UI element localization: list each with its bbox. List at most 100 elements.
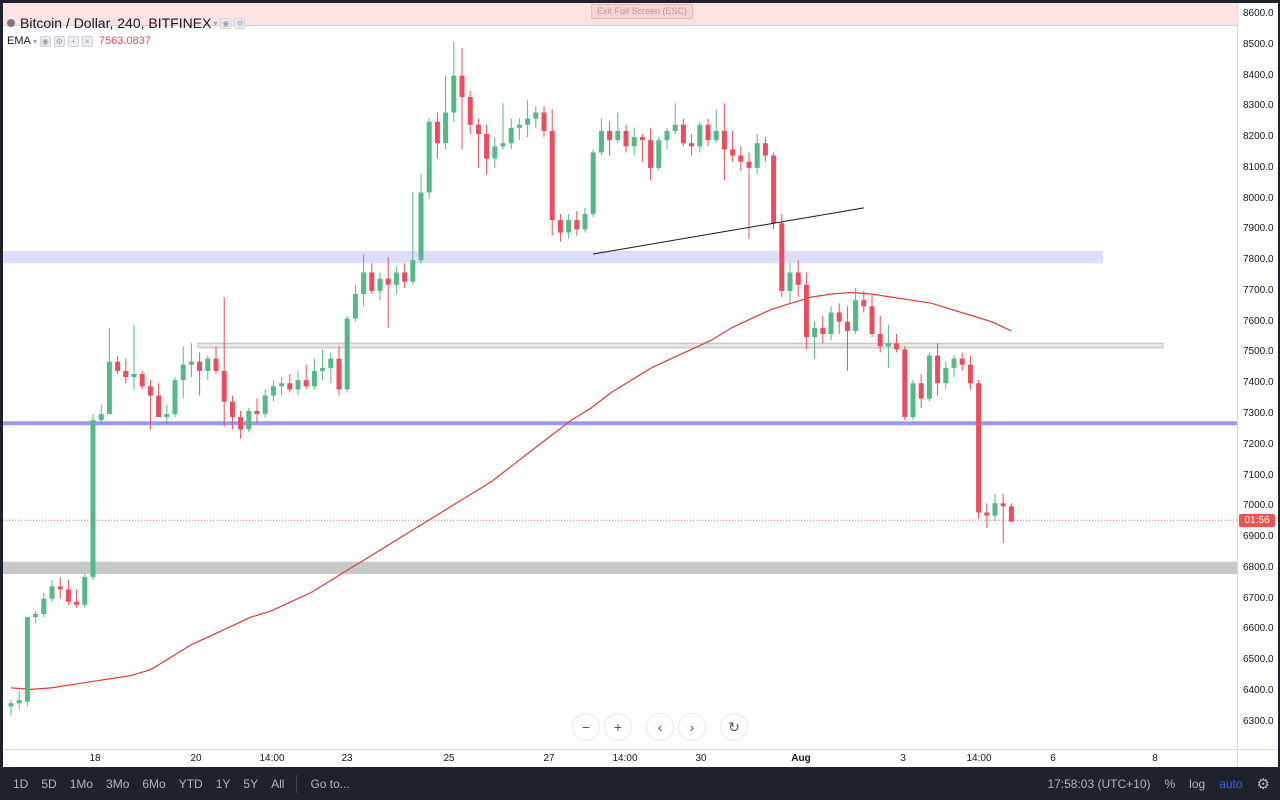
close-icon[interactable]: × bbox=[81, 35, 93, 47]
support-zone bbox=[197, 342, 1164, 349]
candle-body bbox=[41, 598, 47, 615]
range-button-all[interactable]: All bbox=[271, 776, 285, 791]
log-scale-toggle[interactable]: log bbox=[1189, 776, 1206, 791]
candle-body bbox=[902, 349, 908, 418]
candle bbox=[631, 127, 637, 156]
candle bbox=[164, 404, 170, 424]
price-axis[interactable]: 8600.0 8500.0 8400.0 8300.0 8200.0 8100.0 8000… bbox=[1237, 3, 1278, 749]
support-zone bbox=[3, 250, 1103, 264]
indicator-value: 7563.0837 bbox=[98, 35, 151, 47]
candle bbox=[738, 146, 744, 171]
candle-body bbox=[516, 124, 522, 128]
price-tick-label: 6700.0 bbox=[1243, 592, 1274, 604]
candle-body bbox=[664, 130, 670, 141]
candle bbox=[484, 124, 490, 175]
candle bbox=[344, 315, 350, 393]
price-tick-label: 7100.0 bbox=[1243, 469, 1274, 481]
candle-body bbox=[894, 343, 900, 350]
candle-body bbox=[926, 355, 932, 399]
candle-body bbox=[779, 223, 785, 291]
candle-body bbox=[311, 370, 317, 387]
reset-chart-button[interactable]: ↻ bbox=[721, 714, 747, 740]
candle-body bbox=[147, 386, 153, 396]
time-tick-label: 30 bbox=[695, 753, 707, 764]
range-button-1y[interactable]: 1Y bbox=[215, 776, 231, 791]
price-tick-label: 8100.0 bbox=[1243, 161, 1274, 173]
candle-body bbox=[918, 383, 924, 399]
price-tick-label: 8400.0 bbox=[1243, 69, 1274, 81]
candle-body bbox=[115, 361, 121, 371]
range-button-ytd[interactable]: YTD bbox=[178, 776, 203, 791]
range-button-3mo[interactable]: 3Mo bbox=[106, 776, 130, 791]
candle bbox=[492, 137, 498, 168]
candle-body bbox=[156, 395, 162, 418]
settings-icon[interactable]: ⚙ bbox=[234, 17, 246, 29]
scroll-right-button[interactable]: › bbox=[679, 714, 705, 740]
eye-icon[interactable]: ◉ bbox=[220, 17, 232, 29]
candle-body bbox=[74, 601, 80, 605]
candle-body bbox=[205, 358, 211, 371]
candle bbox=[623, 124, 629, 153]
candle-body bbox=[853, 300, 859, 331]
candle bbox=[443, 75, 449, 150]
candle bbox=[213, 346, 219, 375]
clock-timezone[interactable]: 17:58:03 (UTC+10) bbox=[1047, 776, 1151, 791]
eye-icon[interactable]: ◉ bbox=[39, 35, 51, 47]
candle bbox=[869, 294, 875, 338]
candle-body bbox=[803, 284, 809, 338]
price-tick-label: 6900.0 bbox=[1243, 531, 1274, 543]
candle bbox=[180, 346, 186, 399]
price-tick-label: 6300.0 bbox=[1243, 715, 1274, 727]
candle bbox=[82, 574, 88, 608]
chevron-down-icon[interactable]: ▾ bbox=[213, 18, 218, 28]
exit-fullscreen-button[interactable]: Exit Full Screen (ESC) bbox=[591, 4, 694, 19]
candle bbox=[65, 580, 71, 605]
candle-body bbox=[213, 358, 219, 371]
candle-body bbox=[525, 118, 531, 125]
more-icon[interactable]: + bbox=[67, 35, 79, 47]
candle bbox=[598, 118, 604, 156]
symbol-title[interactable]: Bitcoin / Dollar, 240, BITFINEX bbox=[20, 15, 212, 31]
chevron-down-icon[interactable]: ▾ bbox=[32, 36, 37, 46]
candle bbox=[451, 41, 457, 122]
candle bbox=[590, 149, 596, 218]
candle bbox=[467, 90, 473, 135]
range-button-1d[interactable]: 1D bbox=[13, 776, 29, 791]
time-tick-label: 14:00 bbox=[966, 753, 992, 764]
chart-pane[interactable]: Exit Full Screen (ESC) Bitcoin / Dollar,… bbox=[3, 3, 1237, 749]
candle bbox=[902, 346, 908, 421]
candle-body bbox=[336, 358, 342, 390]
candle-body bbox=[992, 503, 998, 516]
candle bbox=[402, 263, 408, 288]
settings-icon[interactable]: ⚙ bbox=[53, 35, 65, 47]
range-button-1mo[interactable]: 1Mo bbox=[69, 776, 94, 791]
price-tick-label: 7700.0 bbox=[1243, 284, 1274, 296]
goto-date-button[interactable]: Go to... bbox=[310, 776, 350, 791]
bottom-toolbar: 1D 5D 1Mo 3Mo 6Mo YTD 1Y 5Y All Go to... 17:58:0… bbox=[0, 767, 1280, 800]
indicator-name[interactable]: EMA bbox=[7, 35, 31, 47]
zoom-in-button[interactable]: + bbox=[605, 714, 631, 740]
candle bbox=[156, 383, 162, 418]
candle bbox=[229, 395, 235, 430]
support-line bbox=[3, 421, 1237, 426]
candle-body bbox=[787, 272, 793, 291]
percent-scale-toggle[interactable]: % bbox=[1164, 776, 1176, 791]
price-tick-label: 7500.0 bbox=[1243, 346, 1274, 358]
candle bbox=[33, 610, 39, 624]
candle-body bbox=[295, 380, 301, 390]
time-tick-label: 20 bbox=[190, 753, 202, 764]
price-tick-label: 7400.0 bbox=[1243, 377, 1274, 389]
range-button-6mo[interactable]: 6Mo bbox=[142, 776, 166, 791]
range-button-5d[interactable]: 5D bbox=[41, 776, 57, 791]
scroll-left-button[interactable]: ‹ bbox=[647, 714, 673, 740]
candle-body bbox=[229, 401, 235, 418]
candle-body bbox=[8, 703, 14, 707]
auto-scale-toggle[interactable]: auto bbox=[1219, 776, 1243, 791]
candle bbox=[910, 380, 916, 421]
gear-icon[interactable]: ⚙ bbox=[1256, 775, 1270, 793]
candle bbox=[336, 346, 342, 396]
time-axis[interactable]: 18 20 14:00 23 25 27 14:00 30 Aug 3 14:00 6 8 bbox=[3, 749, 1237, 768]
zoom-out-button[interactable]: − bbox=[573, 714, 599, 740]
range-button-5y[interactable]: 5Y bbox=[243, 776, 259, 791]
price-chart[interactable] bbox=[3, 3, 1237, 749]
